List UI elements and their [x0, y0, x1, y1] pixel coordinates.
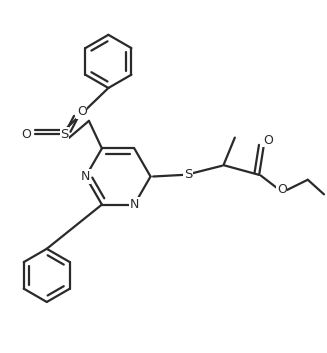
Text: O: O [21, 128, 31, 141]
Text: N: N [129, 198, 139, 211]
Text: S: S [60, 128, 69, 141]
Text: O: O [263, 134, 273, 147]
Text: O: O [277, 183, 287, 196]
Text: S: S [184, 168, 192, 181]
Text: O: O [77, 105, 87, 118]
Text: N: N [81, 170, 90, 183]
